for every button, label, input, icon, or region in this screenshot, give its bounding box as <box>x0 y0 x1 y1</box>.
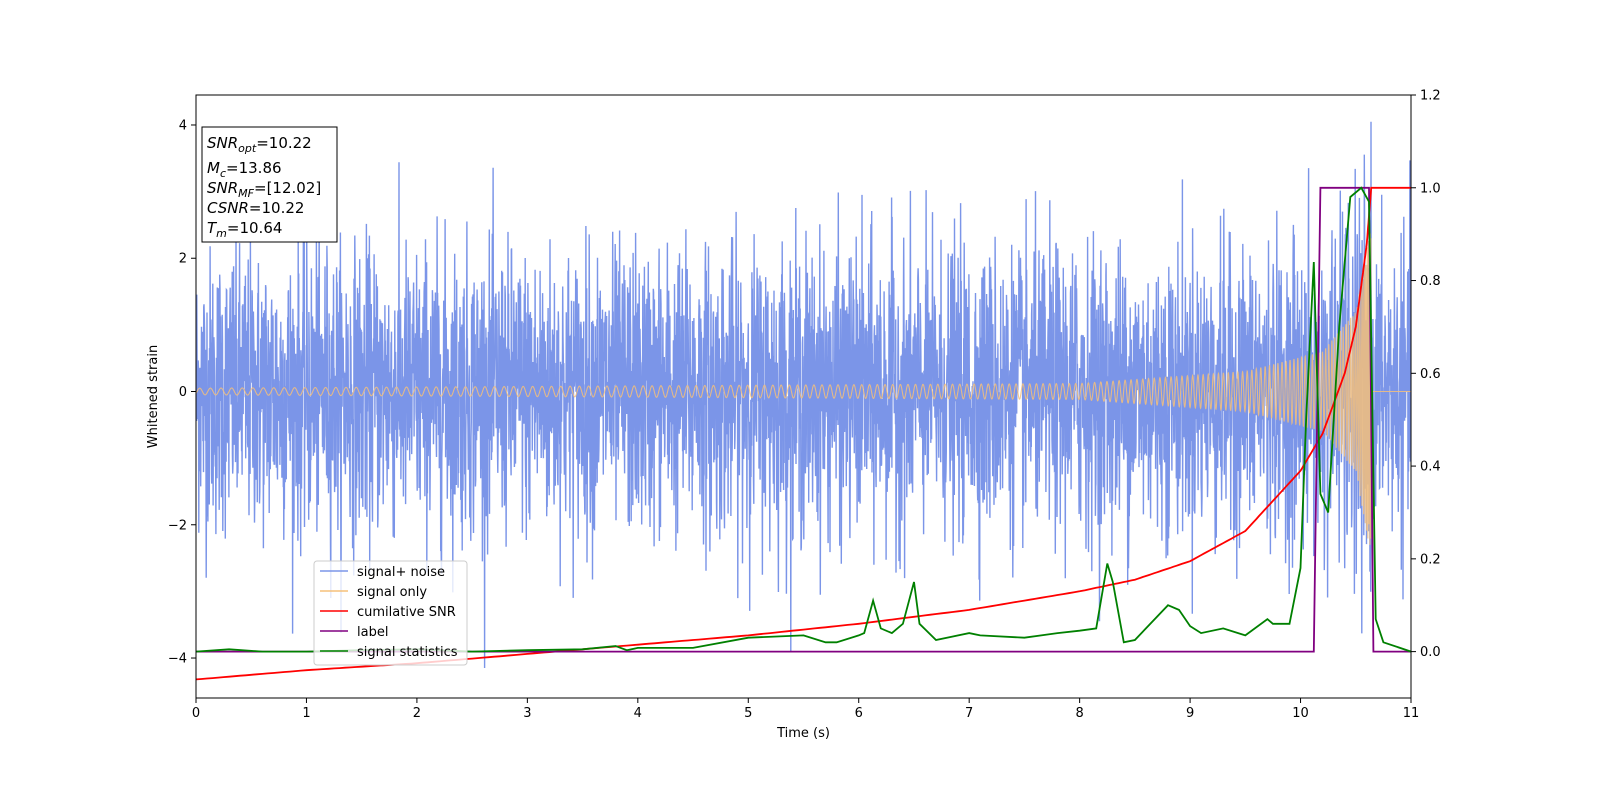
x-tick-label: 10 <box>1292 706 1309 721</box>
info-tm: Tm=10.64 <box>207 219 282 240</box>
x-tick-label: 4 <box>634 706 642 721</box>
info-mc: Mc=13.86 <box>207 159 282 180</box>
x-tick-label: 0 <box>192 706 200 721</box>
x-axis-label: Time (s) <box>776 726 830 741</box>
legend-label-signal-noise: signal+ noise <box>357 565 445 580</box>
y-tick-label: 4 <box>179 118 187 133</box>
y2-tick-label: 1.2 <box>1420 89 1441 104</box>
y2-tick-label: 0.6 <box>1420 367 1441 382</box>
x-tick-label: 1 <box>302 706 310 721</box>
info-snr-opt: SNRopt=10.22 <box>207 134 312 155</box>
x-tick-label: 11 <box>1403 706 1420 721</box>
legend: signal+ noise signal only cumilative SNR… <box>313 560 468 666</box>
plot-area-frame <box>195 94 1412 699</box>
x-tick-label: 3 <box>523 706 531 721</box>
legend-label-label: label <box>357 625 388 640</box>
x-tick-label: 5 <box>744 706 752 721</box>
y2-tick-label: 0.8 <box>1420 274 1441 289</box>
x-tick-label: 7 <box>965 706 973 721</box>
info-box: SNRopt=10.22 Mc=13.86 SNRMF=[12.02] CSNR… <box>201 126 338 243</box>
series-signal-only <box>196 233 1411 545</box>
legend-label-signal-statistics: signal statistics <box>357 645 458 660</box>
y-tick-label: 2 <box>179 252 187 267</box>
series-layer <box>196 121 1411 681</box>
info-snr-mf: SNRMF=[12.02] <box>207 179 321 200</box>
y-axis-label: Whitened strain <box>146 345 161 448</box>
series-label <box>196 186 1411 653</box>
y2-tick-label: 1.0 <box>1420 181 1441 196</box>
series-cumulative-snr <box>196 186 1411 681</box>
y-tick-label: −2 <box>168 518 187 533</box>
x-tick-label: 9 <box>1186 706 1194 721</box>
x-tick-label: 6 <box>855 706 863 721</box>
y-tick-label: 0 <box>179 385 187 400</box>
series-signal-statistics <box>196 186 1411 653</box>
y-tick-label: −4 <box>168 652 187 667</box>
y2-tick-label: 0.0 <box>1420 645 1441 660</box>
y2-tick-label: 0.2 <box>1420 552 1441 567</box>
legend-frame <box>313 560 468 666</box>
legend-label-signal-only: signal only <box>357 585 427 600</box>
axes-layer: 0 1 2 3 4 5 6 7 8 9 10 11 4 2 0 −2 −4 1.2 1.0 0.8 0.6 0.4 0.2 0… <box>168 89 1441 722</box>
info-box-frame <box>201 126 338 243</box>
y2-tick-label: 0.4 <box>1420 460 1441 475</box>
x-tick-label: 8 <box>1075 706 1083 721</box>
x-tick-label: 2 <box>413 706 421 721</box>
legend-label-cumulative-snr: cumilative SNR <box>357 605 456 620</box>
info-csnr: CSNR=10.22 <box>207 199 304 217</box>
